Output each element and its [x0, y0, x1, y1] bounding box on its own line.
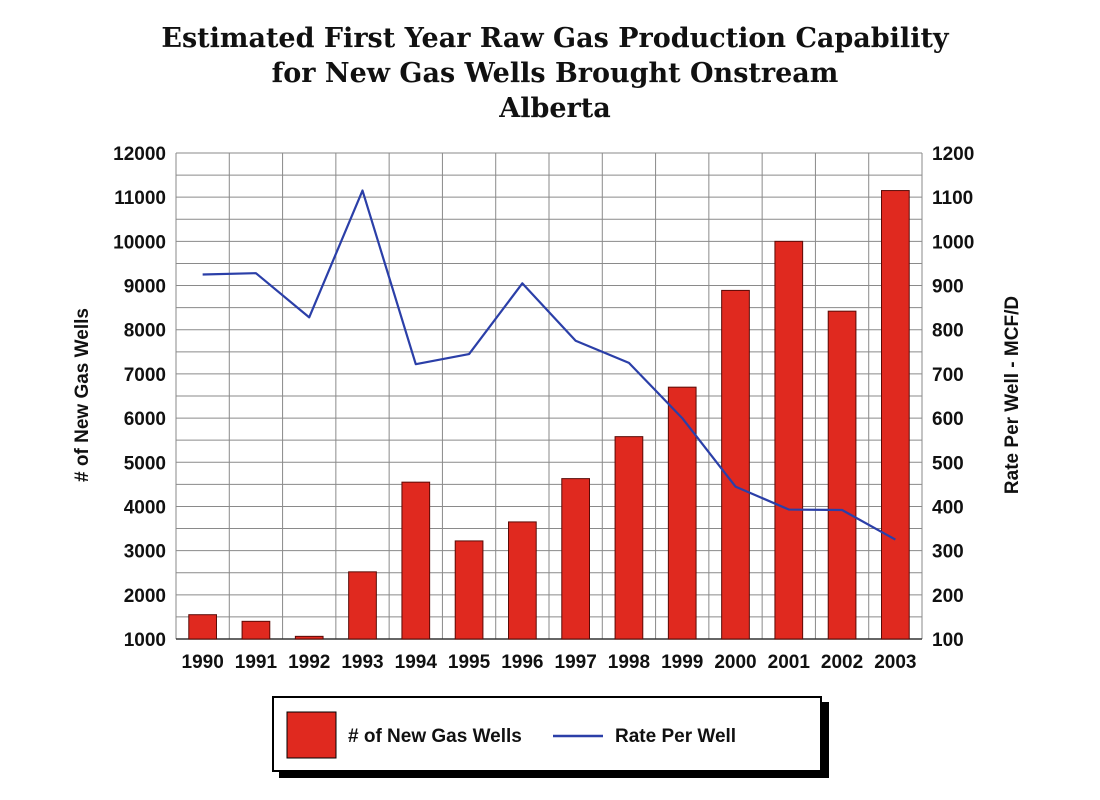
- line-series: [202, 189, 896, 541]
- rate-per-well-line: [202, 189, 896, 541]
- left-tick-label: 9000: [124, 277, 166, 298]
- right-tick-label: 600: [932, 409, 964, 430]
- bar-1990: [188, 614, 217, 640]
- bar-1992: [294, 635, 324, 640]
- left-tick-label: 10000: [113, 232, 166, 253]
- right-tick-label: 1100: [932, 188, 973, 209]
- left-tick-label: 12000: [113, 144, 166, 165]
- right-tick-label: 900: [932, 277, 964, 298]
- left-tick-label: 7000: [124, 365, 166, 386]
- left-axis-ticks: 1000 2000 3000 4000 5000 6000 7000 8000 9000 1000…: [113, 144, 166, 651]
- x-tick-label: 1993: [341, 652, 383, 673]
- bar-1997: [561, 478, 590, 640]
- left-tick-label: 2000: [124, 586, 166, 607]
- bar-1998: [614, 436, 644, 640]
- bar-1995: [454, 540, 484, 640]
- x-axis-ticks: 1990 1991 1992 1993 1994 1995 1996 1997 1998 1999…: [182, 652, 917, 673]
- bar-1996: [508, 521, 537, 640]
- bar-1999: [667, 386, 697, 640]
- left-tick-label: 4000: [124, 497, 166, 518]
- left-tick-label: 5000: [124, 453, 166, 474]
- x-tick-label: 2002: [821, 652, 863, 673]
- left-tick-label: 6000: [124, 409, 166, 430]
- bar-1994: [401, 481, 431, 640]
- right-tick-label: 800: [932, 321, 964, 342]
- x-tick-label: 1997: [555, 652, 597, 673]
- left-axis-label: # of New Gas Wells: [72, 308, 93, 482]
- x-tick-label: 1998: [608, 652, 650, 673]
- bar-2003: [881, 190, 910, 640]
- x-tick-label: 2003: [874, 652, 916, 673]
- right-tick-label: 1200: [932, 144, 974, 165]
- left-tick-label: 1000: [124, 630, 166, 651]
- bar-2001: [774, 240, 804, 640]
- legend-bar-label: # of New Gas Wells: [348, 726, 522, 747]
- right-tick-label: 500: [932, 453, 964, 474]
- chart-title-line-2: for New Gas Wells Brought Onstream: [272, 58, 839, 89]
- right-tick-label: 300: [932, 542, 964, 563]
- x-tick-label: 1992: [288, 652, 330, 673]
- right-tick-label: 100: [932, 630, 964, 651]
- bar-2000: [721, 289, 750, 640]
- chart-title: Estimated First Year Raw Gas Production …: [161, 23, 950, 124]
- legend-line-label: Rate Per Well: [615, 726, 736, 747]
- x-tick-label: 1991: [235, 652, 278, 673]
- right-tick-label: 700: [932, 365, 964, 386]
- right-tick-label: 400: [932, 497, 964, 518]
- legend-bar-swatch: [286, 711, 337, 759]
- x-tick-label: 1999: [661, 652, 703, 673]
- legend-box: [272, 696, 822, 772]
- right-axis-label: Rate Per Well - MCF/D: [1002, 296, 1023, 494]
- legend: # of New Gas Wells Rate Per Well: [272, 696, 829, 778]
- chart-title-line-3: Alberta: [498, 93, 610, 124]
- bar-series: [188, 190, 910, 640]
- chart-title-line-1: Estimated First Year Raw Gas Production …: [161, 23, 950, 54]
- left-tick-label: 8000: [124, 321, 166, 342]
- x-tick-label: 1996: [501, 652, 543, 673]
- x-tick-label: 1990: [182, 652, 224, 673]
- bar-1993: [348, 571, 377, 640]
- right-axis-ticks: 100 200 300 400 500 600 700 800 900 1000 1100 1200: [932, 144, 974, 651]
- left-tick-label: 11000: [114, 188, 166, 209]
- x-tick-label: 2000: [714, 652, 756, 673]
- x-tick-label: 1995: [448, 652, 491, 673]
- bar-1991: [241, 620, 271, 640]
- right-tick-label: 200: [932, 586, 964, 607]
- left-tick-label: 3000: [124, 542, 166, 563]
- x-tick-label: 2001: [768, 652, 811, 673]
- bar-2002: [827, 310, 857, 640]
- x-tick-label: 1994: [395, 652, 438, 673]
- grid: [175, 152, 923, 640]
- right-tick-label: 1000: [932, 232, 974, 253]
